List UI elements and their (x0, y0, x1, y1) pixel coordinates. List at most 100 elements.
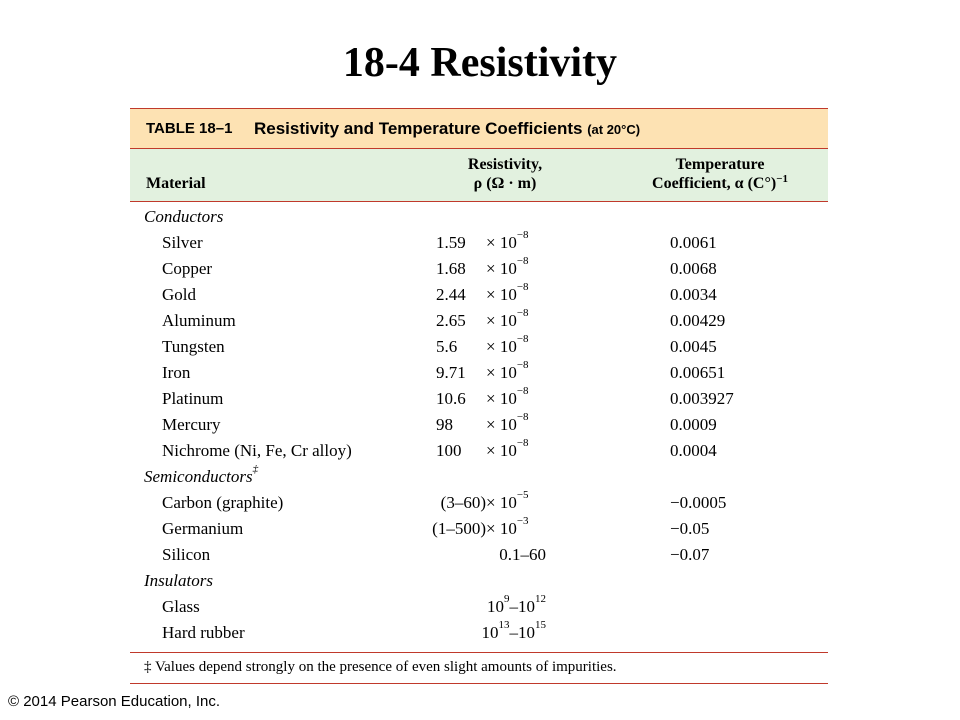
resistivity-mantissa: 2.44 (436, 285, 466, 304)
table-title: Resistivity and Temperature Coefficients… (254, 119, 640, 139)
resistivity-mantissa: (3–60) (440, 493, 486, 512)
table-row: Silicon 0.1–60 −0.07 (130, 542, 828, 568)
col-header-coefficient: Temperature Coefficient, α (C°)−1 (630, 155, 810, 193)
group-row: Semiconductors‡ (130, 463, 828, 490)
footnote-text: ‡ Values depend strongly on the presence… (144, 659, 617, 675)
resistivity-power: × 10−8 (486, 307, 529, 334)
resistivity-mantissa: 1.59 (436, 233, 466, 252)
group-label: Semiconductors‡ (144, 463, 259, 490)
table-row: Gold 2.44 × 10−8 0.0034 (130, 281, 828, 308)
range-base-low: 10 (481, 623, 499, 642)
table-title-note: (at 20°C) (587, 122, 641, 137)
material-cell: Mercury (162, 415, 221, 434)
col-header-coefficient-exp: −1 (776, 173, 788, 185)
group-mark: ‡ (252, 463, 259, 475)
table-row: Mercury 98 × 10−8 0.0009 (130, 411, 828, 438)
table-footnote: ‡ Values depend strongly on the presence… (130, 652, 828, 684)
group-label: Conductors (144, 204, 223, 230)
col-header-coefficient-line1: Temperature (675, 156, 765, 173)
range-exp-high: 12 (535, 593, 546, 605)
resistivity-power: × 10−8 (486, 385, 529, 412)
material-cell: Nichrome (Ni, Fe, Cr alloy) (162, 441, 352, 460)
resistivity-mantissa: 5.6 (436, 337, 458, 356)
resistivity-exponent: −8 (516, 411, 529, 423)
table-number: TABLE 18–1 (146, 120, 233, 137)
resistivity-power: × 10−8 (486, 411, 529, 438)
resistivity-power: × 10−8 (486, 437, 529, 464)
resistivity-exponent: −8 (516, 359, 529, 371)
times-ten: × 10 (486, 363, 517, 382)
group-name: Conductors (144, 207, 224, 226)
coefficient-cell: 0.0045 (670, 337, 717, 356)
resistivity-mantissa: (1–500) (432, 519, 486, 538)
times-ten: × 10 (486, 233, 517, 252)
resistivity-range: 109–1012 (430, 593, 546, 620)
group-row: Insulators (130, 568, 828, 594)
coefficient-cell: 0.003927 (670, 389, 734, 408)
col-header-resistivity-line1: Resistivity, (467, 156, 543, 173)
coefficient-cell: 0.0004 (670, 441, 717, 460)
resistivity-exponent: −8 (516, 385, 529, 397)
resistivity-exponent: −8 (516, 229, 529, 241)
resistivity-power: × 10−8 (486, 255, 529, 282)
col-header-coefficient-line2: Coefficient, α (C°)−1 (630, 173, 810, 193)
col-header-material: Material (146, 175, 206, 192)
table-row: Glass 109–1012 (130, 593, 828, 620)
table-row: Germanium (1–500) × 10−3 −0.05 (130, 515, 828, 542)
resistivity-power: × 10−8 (486, 333, 529, 360)
copyright-notice: © 2014 Pearson Education, Inc. (8, 693, 221, 710)
range-base-high: 10 (518, 623, 535, 642)
coefficient-cell: 0.0068 (670, 259, 717, 278)
times-ten: × 10 (486, 415, 517, 434)
group-name: Semiconductors (144, 467, 253, 486)
times-ten: × 10 (486, 441, 517, 460)
resistivity-mantissa: 2.65 (436, 311, 466, 330)
table-row: Nichrome (Ni, Fe, Cr alloy) 100 × 10−8 0.00… (130, 437, 828, 464)
resistivity-exponent: −8 (516, 255, 529, 267)
times-ten: × 10 (486, 389, 517, 408)
resistivity-power: × 10−8 (486, 281, 529, 308)
resistivity-mantissa: 9.71 (436, 363, 466, 382)
resistivity-power: × 10−3 (486, 515, 529, 542)
material-cell: Carbon (graphite) (162, 493, 284, 512)
col-header-coefficient-text: Coefficient, α (C°) (652, 175, 777, 192)
table-row: Aluminum 2.65 × 10−8 0.00429 (130, 307, 828, 334)
resistivity-exponent: −3 (516, 515, 529, 527)
resistivity-range: 0.1–60 (499, 545, 546, 564)
coefficient-cell: 0.0061 (670, 233, 717, 252)
coefficient-cell: −0.05 (670, 519, 710, 538)
coefficient-cell: 0.0009 (670, 415, 717, 434)
table-row: Carbon (graphite) (3–60) × 10−5 −0.0005 (130, 489, 828, 516)
resistivity-table: TABLE 18–1 Resistivity and Temperature C… (130, 108, 828, 684)
times-ten: × 10 (486, 311, 517, 330)
coefficient-cell: 0.0034 (670, 285, 717, 304)
table-header-bar: TABLE 18–1 Resistivity and Temperature C… (130, 108, 828, 149)
coefficient-cell: 0.00651 (670, 363, 726, 382)
column-headers: Material Resistivity, ρ (Ω · m) Temperat… (130, 148, 828, 202)
col-header-resistivity: Resistivity, ρ (Ω · m) (430, 155, 580, 193)
resistivity-power: × 10−8 (486, 229, 529, 256)
range-exp-high: 15 (535, 619, 546, 631)
material-cell: Gold (162, 285, 196, 304)
material-cell: Silicon (162, 545, 211, 564)
times-ten: × 10 (486, 259, 517, 278)
group-row: Conductors (130, 204, 828, 230)
resistivity-exponent: −8 (516, 281, 529, 293)
range-exp-low: 13 (498, 619, 510, 631)
material-cell: Iron (162, 363, 191, 382)
resistivity-mantissa: 100 (436, 441, 462, 460)
range-base-high: 10 (518, 597, 535, 616)
range-base-low: 10 (487, 597, 504, 616)
table-row: Platinum 10.6 × 10−8 0.003927 (130, 385, 828, 412)
material-cell: Copper (162, 259, 213, 278)
resistivity-mantissa: 10.6 (436, 389, 466, 408)
table-body: Conductors Silver 1.59 × 10−8 0.0061 Copper 1.… (130, 204, 828, 646)
coefficient-cell: 0.00429 (670, 311, 726, 330)
material-cell: Germanium (162, 519, 244, 538)
times-ten: × 10 (486, 285, 517, 304)
table-row: Tungsten 5.6 × 10−8 0.0045 (130, 333, 828, 360)
table-title-text: Resistivity and Temperature Coefficients (254, 119, 583, 138)
group-name: Insulators (144, 571, 213, 590)
slide-title: 18-4 Resistivity (342, 40, 618, 86)
resistivity-exponent: −8 (516, 307, 529, 319)
